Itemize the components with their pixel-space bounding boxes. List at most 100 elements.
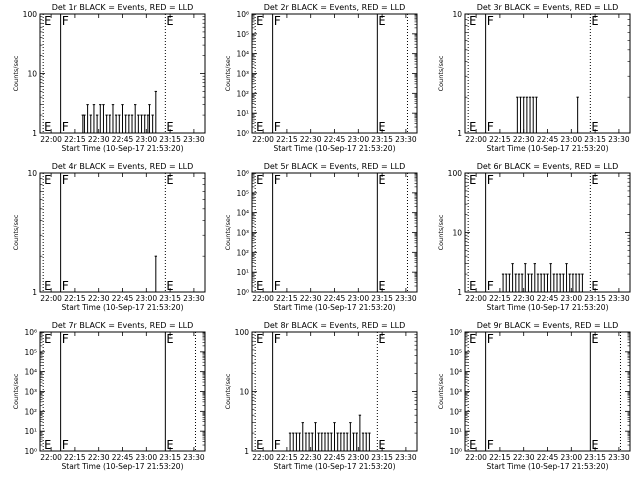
marker-label: E xyxy=(378,279,385,293)
y-tick-label: 10³ xyxy=(24,388,37,397)
y-tick-label: 10⁶ xyxy=(236,169,249,178)
marker-label: F xyxy=(62,438,69,452)
marker-label: E xyxy=(469,14,476,28)
y-tick-label: 10³ xyxy=(236,70,249,79)
x-tick-label: 22:45 xyxy=(112,135,134,144)
x-axis-label: Start Time (10-Sep-17 21:53:20) xyxy=(487,144,609,153)
marker-label: F xyxy=(62,332,69,346)
y-tick-label: 10⁰ xyxy=(236,129,249,138)
x-tick-label: 22:00 xyxy=(465,135,487,144)
x-axis-label: Start Time (10-Sep-17 21:53:20) xyxy=(62,303,184,312)
y-axis-label: Counts/sec xyxy=(12,373,20,409)
y-tick-label: 10³ xyxy=(449,388,462,397)
y-tick-label: 10 xyxy=(27,70,37,79)
x-tick-label: 23:30 xyxy=(608,135,630,144)
x-tick-label: 23:15 xyxy=(584,294,606,303)
marker-label: F xyxy=(487,438,494,452)
marker-label: E xyxy=(591,332,598,346)
x-tick-label: 22:00 xyxy=(252,294,274,303)
marker-label: E xyxy=(256,332,263,346)
x-tick-label: 22:30 xyxy=(88,453,110,462)
plot-frame xyxy=(464,331,631,452)
y-axis-label: Counts/sec xyxy=(437,373,445,409)
y-tick-label: 1 xyxy=(32,288,37,297)
y-axis-label: Counts/sec xyxy=(12,214,20,250)
marker-label: F xyxy=(274,120,281,134)
marker-label: E xyxy=(591,120,598,134)
marker-label: E xyxy=(256,438,263,452)
marker-label: E xyxy=(378,332,385,346)
x-tick-label: 22:30 xyxy=(300,453,322,462)
x-tick-label: 23:00 xyxy=(347,294,369,303)
x-tick-label: 23:15 xyxy=(371,135,393,144)
marker-label: E xyxy=(44,438,51,452)
x-tick-label: 22:45 xyxy=(112,294,134,303)
x-tick-label: 23:00 xyxy=(347,453,369,462)
x-axis-label: Start Time (10-Sep-17 21:53:20) xyxy=(487,303,609,312)
y-tick-label: 10⁴ xyxy=(24,368,37,377)
marker-label: E xyxy=(256,120,263,134)
marker-label: F xyxy=(487,173,494,187)
y-tick-label: 10 xyxy=(452,10,462,19)
marker-label: F xyxy=(487,120,494,134)
marker-label: F xyxy=(62,279,69,293)
x-tick-label: 22:15 xyxy=(276,453,298,462)
x-tick-label: 22:15 xyxy=(276,294,298,303)
y-tick-label: 10⁶ xyxy=(449,328,462,337)
marker-label: F xyxy=(62,14,69,28)
x-tick-label: 22:30 xyxy=(300,135,322,144)
x-tick-label: 23:00 xyxy=(135,135,157,144)
x-tick-label: 22:45 xyxy=(324,135,346,144)
marker-label: F xyxy=(274,438,281,452)
x-tick-label: 22:00 xyxy=(40,294,62,303)
y-tick-label: 100 xyxy=(23,10,38,19)
y-tick-label: 1 xyxy=(32,129,37,138)
y-axis-label: Counts/sec xyxy=(224,373,232,409)
marker-label: E xyxy=(44,173,51,187)
y-tick-label: 100 xyxy=(448,169,463,178)
marker-label: E xyxy=(378,120,385,134)
marker-label: E xyxy=(469,120,476,134)
x-tick-label: 22:15 xyxy=(64,135,86,144)
x-tick-label: 22:30 xyxy=(513,294,535,303)
y-tick-label: 10⁵ xyxy=(24,348,37,357)
x-tick-label: 22:15 xyxy=(489,135,511,144)
y-axis-label: Counts/sec xyxy=(437,55,445,91)
marker-label: E xyxy=(166,120,173,134)
marker-label: F xyxy=(274,332,281,346)
x-tick-label: 22:00 xyxy=(465,294,487,303)
marker-label: E xyxy=(469,332,476,346)
marker-label: E xyxy=(256,14,263,28)
y-tick-label: 10⁴ xyxy=(449,368,462,377)
x-tick-label: 23:30 xyxy=(183,453,205,462)
y-tick-label: 10¹ xyxy=(236,109,249,118)
marker-label: E xyxy=(44,332,51,346)
y-tick-label: 10⁴ xyxy=(236,50,249,59)
x-tick-label: 23:15 xyxy=(159,453,181,462)
x-tick-label: 22:00 xyxy=(40,453,62,462)
x-tick-label: 23:30 xyxy=(183,135,205,144)
marker-label: E xyxy=(44,120,51,134)
y-tick-label: 10⁰ xyxy=(449,447,462,456)
x-tick-label: 23:30 xyxy=(608,294,630,303)
x-tick-label: 23:30 xyxy=(395,135,417,144)
y-tick-label: 10⁶ xyxy=(24,328,37,337)
x-tick-label: 22:15 xyxy=(489,294,511,303)
marker-label: E xyxy=(166,279,173,293)
marker-label: E xyxy=(166,173,173,187)
y-tick-label: 10¹ xyxy=(449,427,462,436)
marker-label: E xyxy=(378,438,385,452)
y-tick-label: 10⁵ xyxy=(236,30,249,39)
x-axis-label: Start Time (10-Sep-17 21:53:20) xyxy=(487,462,609,471)
y-tick-label: 10 xyxy=(452,229,462,238)
marker-label: E xyxy=(378,14,385,28)
y-tick-label: 10 xyxy=(239,388,249,397)
marker-label: E xyxy=(591,173,598,187)
y-tick-label: 10² xyxy=(24,407,37,416)
x-tick-label: 23:00 xyxy=(560,294,582,303)
